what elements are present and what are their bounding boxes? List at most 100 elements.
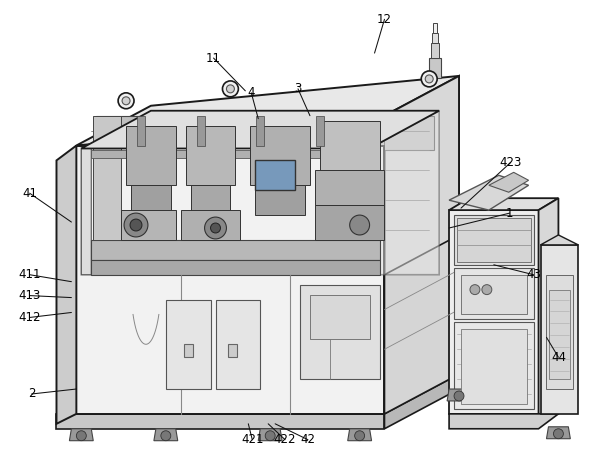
Text: 43: 43 — [526, 268, 541, 281]
Circle shape — [226, 85, 234, 93]
Polygon shape — [540, 235, 578, 245]
Circle shape — [265, 431, 275, 441]
Polygon shape — [181, 210, 240, 240]
Polygon shape — [56, 145, 76, 424]
Polygon shape — [539, 198, 558, 414]
Text: 12: 12 — [377, 13, 392, 26]
Polygon shape — [93, 116, 121, 240]
Text: 44: 44 — [551, 351, 566, 364]
Polygon shape — [256, 116, 264, 145]
Polygon shape — [385, 235, 459, 414]
Polygon shape — [190, 185, 231, 215]
Polygon shape — [91, 260, 380, 275]
Polygon shape — [81, 149, 370, 275]
Polygon shape — [385, 76, 459, 414]
Polygon shape — [166, 300, 210, 389]
Polygon shape — [449, 198, 558, 210]
Polygon shape — [320, 121, 380, 170]
Polygon shape — [255, 185, 305, 215]
Polygon shape — [96, 116, 434, 150]
Polygon shape — [431, 43, 439, 58]
Polygon shape — [546, 275, 573, 389]
Polygon shape — [385, 374, 459, 429]
Text: 411: 411 — [19, 268, 41, 281]
Polygon shape — [489, 172, 528, 192]
Polygon shape — [347, 429, 371, 441]
Polygon shape — [91, 150, 380, 159]
Circle shape — [76, 431, 86, 441]
Polygon shape — [546, 427, 570, 439]
Circle shape — [210, 223, 220, 233]
Text: 42: 42 — [301, 433, 316, 446]
Polygon shape — [449, 210, 539, 414]
Circle shape — [421, 71, 437, 87]
Polygon shape — [137, 116, 145, 145]
Polygon shape — [255, 160, 295, 190]
Polygon shape — [76, 275, 385, 414]
Circle shape — [470, 285, 480, 295]
Circle shape — [355, 431, 365, 441]
Text: 2: 2 — [28, 388, 35, 400]
Polygon shape — [457, 218, 531, 262]
Circle shape — [553, 429, 564, 439]
Polygon shape — [454, 215, 534, 265]
Text: 11: 11 — [206, 52, 221, 64]
Polygon shape — [250, 126, 310, 185]
Polygon shape — [76, 145, 385, 414]
Polygon shape — [454, 268, 534, 319]
Text: 421: 421 — [241, 433, 264, 446]
Circle shape — [122, 97, 130, 105]
Polygon shape — [186, 126, 235, 185]
Polygon shape — [310, 295, 370, 339]
Circle shape — [130, 219, 142, 231]
Polygon shape — [81, 143, 91, 275]
Polygon shape — [315, 170, 385, 205]
Text: 413: 413 — [19, 289, 41, 302]
Polygon shape — [461, 275, 527, 314]
Polygon shape — [370, 111, 439, 275]
Polygon shape — [315, 205, 385, 240]
Polygon shape — [258, 429, 282, 441]
Polygon shape — [196, 116, 205, 145]
Text: 4: 4 — [247, 86, 255, 99]
Polygon shape — [184, 344, 193, 357]
Text: 412: 412 — [19, 311, 41, 324]
Polygon shape — [429, 58, 441, 78]
Text: 422: 422 — [274, 433, 297, 446]
Polygon shape — [433, 23, 437, 33]
Circle shape — [124, 213, 148, 237]
Circle shape — [350, 215, 370, 235]
Polygon shape — [91, 240, 380, 260]
Polygon shape — [540, 245, 578, 414]
Circle shape — [118, 93, 134, 109]
Polygon shape — [454, 323, 534, 409]
Polygon shape — [56, 374, 459, 414]
Polygon shape — [121, 210, 176, 240]
Polygon shape — [228, 344, 237, 357]
Text: 1: 1 — [506, 207, 513, 220]
Polygon shape — [549, 290, 570, 379]
Polygon shape — [432, 33, 438, 43]
Polygon shape — [81, 111, 439, 149]
Polygon shape — [449, 414, 558, 429]
Polygon shape — [216, 300, 260, 389]
Polygon shape — [461, 329, 527, 404]
Polygon shape — [69, 429, 93, 441]
Circle shape — [482, 285, 492, 295]
Polygon shape — [300, 285, 380, 379]
Polygon shape — [131, 185, 171, 215]
Polygon shape — [56, 414, 385, 429]
Text: 41: 41 — [22, 187, 37, 200]
Circle shape — [454, 391, 464, 401]
Text: 3: 3 — [294, 82, 302, 96]
Polygon shape — [449, 175, 528, 210]
Polygon shape — [76, 76, 459, 145]
Circle shape — [205, 217, 226, 239]
Text: 423: 423 — [500, 156, 522, 169]
Polygon shape — [447, 389, 471, 401]
Polygon shape — [126, 126, 176, 185]
Polygon shape — [154, 429, 178, 441]
Circle shape — [161, 431, 171, 441]
Circle shape — [425, 75, 433, 83]
Polygon shape — [316, 116, 324, 145]
